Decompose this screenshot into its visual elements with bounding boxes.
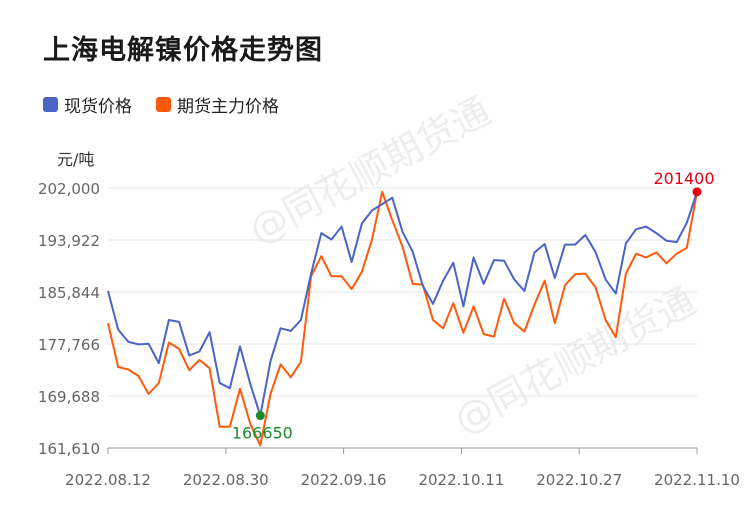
legend-swatch-futures [156, 97, 171, 112]
legend-swatch-spot [43, 97, 58, 112]
y-tick-label: 185,844 [38, 284, 100, 302]
x-tick-label: 2022.11.10 [654, 471, 740, 489]
y-tick-label: 193,922 [38, 232, 100, 250]
legend-label-spot: 现货价格 [64, 97, 132, 117]
legend-item-spot[interactable]: 现货价格 [43, 92, 132, 117]
legend-item-futures[interactable]: 期货主力价格 [156, 92, 279, 117]
y-tick-label: 202,000 [38, 180, 100, 198]
max-point-marker [692, 187, 702, 197]
legend: 现货价格 期货主力价格 [43, 92, 303, 117]
min-point-marker [255, 411, 265, 421]
chart-title: 上海电解镍价格走势图 [43, 35, 323, 66]
min-point-label: 166650 [232, 424, 293, 443]
y-tick-label: 161,610 [38, 440, 100, 458]
y-tick-label: 177,766 [38, 336, 100, 354]
y-axis-unit: 元/吨 [57, 150, 95, 169]
y-tick-label: 169,688 [38, 388, 100, 406]
futures-price-line [107, 190, 698, 447]
legend-label-futures: 期货主力价格 [177, 97, 279, 117]
spot-price-line [107, 191, 698, 417]
x-tick-label: 2022.10.11 [418, 471, 504, 489]
max-point-label: 201400 [653, 169, 714, 188]
x-tick-label: 2022.10.27 [536, 471, 622, 489]
x-tick-label: 2022.09.16 [301, 471, 387, 489]
x-tick-label: 2022.08.30 [183, 471, 269, 489]
x-tick-label: 2022.08.12 [65, 471, 151, 489]
